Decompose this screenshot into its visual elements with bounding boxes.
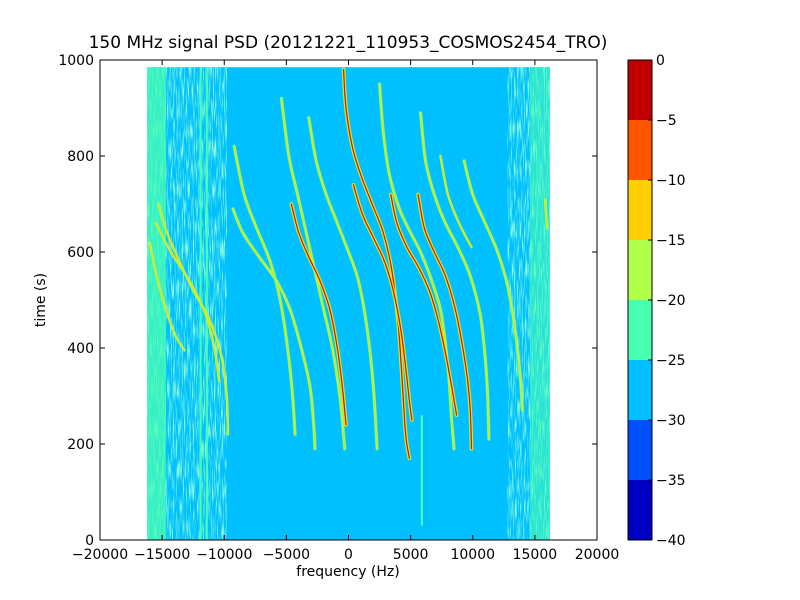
heatmap-layer — [147, 67, 550, 540]
x-axis-label: frequency (Hz) — [296, 564, 399, 580]
x-tick-label: −5000 — [263, 547, 310, 563]
colorbar-tick-label: 0 — [656, 53, 665, 69]
y-axis-label: time (s) — [33, 273, 49, 327]
doppler-trace-t12 — [388, 192, 459, 417]
doppler-trace-t13 — [418, 111, 491, 441]
edge-noise-strip — [529, 67, 550, 540]
colorbar-band — [628, 120, 652, 180]
y-tick-label: 800 — [67, 149, 94, 165]
colorbar-tick-label: −20 — [656, 293, 686, 309]
y-tick-label: 200 — [67, 437, 94, 453]
chart-title: 150 MHz signal PSD (20121221_110953_COSM… — [89, 33, 608, 53]
y-tick-label: 1000 — [58, 53, 94, 69]
colorbar: 0 −5 −10 −15 −20 −25 −30 −35 −40 — [627, 53, 686, 549]
x-tick-label: −20000 — [72, 547, 128, 563]
doppler-trace-t1 — [148, 241, 186, 352]
colorbar-tick-label: −35 — [656, 473, 686, 489]
x-tick-label: 0 — [344, 547, 353, 563]
doppler-trace-t5 — [231, 207, 317, 451]
doppler-trace-t9 — [341, 67, 412, 461]
colorbar-tick-label: −10 — [656, 173, 686, 189]
y-tick-label: 400 — [67, 341, 94, 357]
colorbar-band — [628, 360, 652, 420]
colorbar-band — [628, 480, 652, 540]
x-tick-label: −10000 — [196, 547, 252, 563]
x-tick-label: 5000 — [393, 547, 429, 563]
colorbar-band — [628, 420, 652, 480]
colorbar-band — [628, 300, 652, 360]
x-tick-label: 15000 — [513, 547, 558, 563]
doppler-trace-t14 — [416, 192, 474, 451]
x-tick-label: 10000 — [450, 547, 495, 563]
doppler-trace-t7 — [289, 202, 348, 427]
doppler-trace-t15 — [462, 159, 525, 412]
y-tick-label: 0 — [85, 533, 94, 549]
doppler-trace-t10 — [351, 183, 414, 422]
doppler-trace-t3 — [154, 222, 221, 383]
doppler-trace-t16 — [439, 154, 473, 249]
colorbar-tick-label: −30 — [656, 413, 686, 429]
edge-noise-strip — [147, 67, 166, 540]
y-axis: 0 200 400 600 800 1000 — [58, 53, 597, 549]
x-tick-label: −15000 — [134, 547, 190, 563]
doppler-trace-t8 — [307, 116, 379, 451]
colorbar-band — [628, 180, 652, 240]
x-tick-label: 20000 — [575, 547, 620, 563]
colorbar-tick-label: −40 — [656, 533, 686, 549]
y-tick-label: 600 — [67, 245, 94, 261]
colorbar-band — [628, 60, 652, 120]
x-axis: −20000 −15000 −10000 −5000 0 5000 10000 15000 20… — [72, 60, 619, 563]
colorbar-tick-label: −5 — [656, 113, 677, 129]
doppler-trace-t11 — [377, 82, 456, 451]
colorbar-tick-label: −15 — [656, 233, 686, 249]
doppler-trace-t17 — [543, 198, 549, 230]
colorbar-band — [628, 240, 652, 300]
colorbar-tick-label: −25 — [656, 353, 686, 369]
